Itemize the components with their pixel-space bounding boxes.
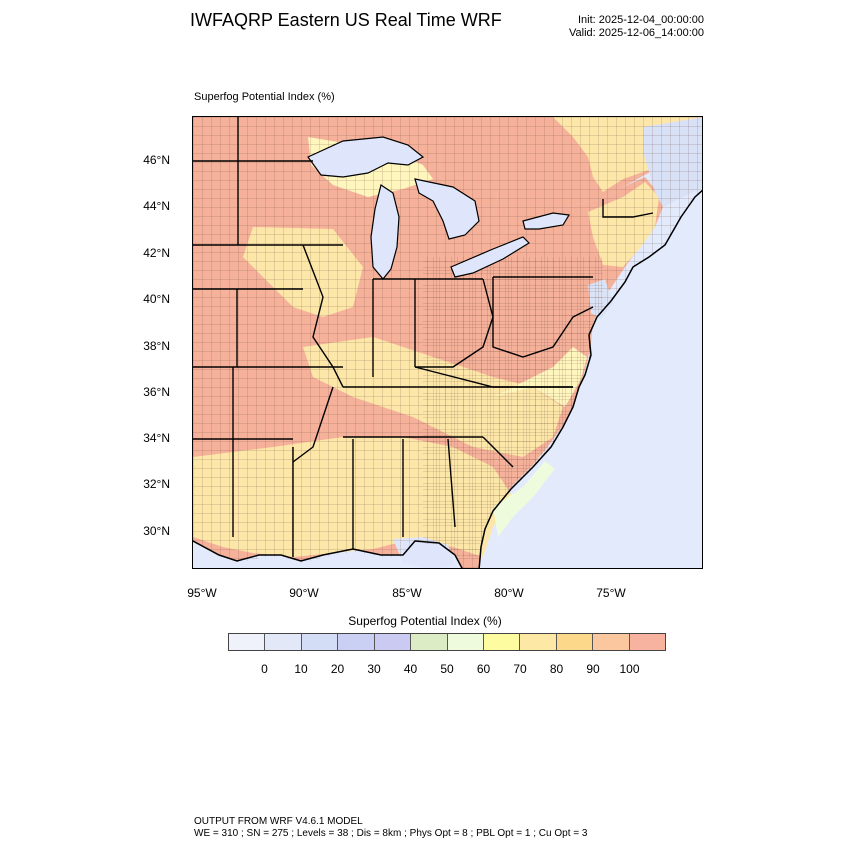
model-info-line2: WE = 310 ; SN = 275 ; Levels = 38 ; Dis … <box>194 828 588 839</box>
lon-label-85w: 85°W <box>392 586 422 600</box>
colorbar-swatch <box>411 634 448 650</box>
colorbar-tick-label: 100 <box>619 662 640 676</box>
lon-label-95w: 95°W <box>187 586 217 600</box>
lake-superior <box>307 136 425 178</box>
lat-label-42n: 42°N <box>143 246 170 260</box>
lat-label-34n: 34°N <box>143 431 170 445</box>
lake-michigan <box>370 184 400 280</box>
lon-label-90w: 90°W <box>289 586 319 600</box>
colorbar-tick-label: 50 <box>440 662 454 676</box>
init-time: Init: 2025-12-04_00:00:00 <box>578 14 704 26</box>
lake-erie <box>450 236 530 278</box>
gulf-coastline <box>193 540 463 568</box>
colorbar-swatch <box>520 634 557 650</box>
lat-label-36n: 36°N <box>143 385 170 399</box>
colorbar-swatch <box>265 634 302 650</box>
field-label: Superfog Potential Index (%) <box>194 91 335 103</box>
colorbar-swatch <box>556 634 594 650</box>
lat-label-32n: 32°N <box>143 477 170 491</box>
lat-label-38n: 38°N <box>143 339 170 353</box>
lake-ontario <box>522 212 570 230</box>
colorbar-tick-label: 10 <box>294 662 308 676</box>
state-boundaries <box>193 117 654 557</box>
lon-label-80w: 80°W <box>494 586 524 600</box>
colorbar-swatch <box>229 634 266 650</box>
colorbar-swatch <box>301 634 339 650</box>
colorbar-tick-label: 70 <box>513 662 527 676</box>
coastline <box>478 189 702 568</box>
lat-label-44n: 44°N <box>143 199 170 213</box>
lake-huron <box>414 178 480 240</box>
low-band-carolina-coast <box>493 461 555 537</box>
colorbar-swatch <box>374 634 412 650</box>
colorbar-swatch <box>447 634 484 650</box>
lat-label-30n: 30°N <box>143 524 170 538</box>
lon-label-75w: 75°W <box>596 586 626 600</box>
model-info-line1: OUTPUT FROM WRF V4.6.1 MODEL <box>194 816 363 827</box>
colorbar-tick-label: 20 <box>330 662 345 676</box>
colorbar-tick-label: 30 <box>367 662 381 676</box>
colorbar-tick-label: 60 <box>476 662 491 676</box>
colorbar-swatch <box>338 634 375 650</box>
colorbar <box>228 633 666 651</box>
colorbar-swatch <box>629 634 666 650</box>
colorbar-tick-label: 0 <box>261 662 268 676</box>
map-canvas <box>193 117 702 568</box>
lat-label-46n: 46°N <box>143 153 170 167</box>
colorbar-tick-label: 90 <box>586 662 600 676</box>
lat-label-40n: 40°N <box>143 292 170 306</box>
colorbar-tick-label: 40 <box>403 662 418 676</box>
colorbar-title: Superfog Potential Index (%) <box>348 614 502 628</box>
valid-time: Valid: 2025-12-06_14:00:00 <box>569 27 704 39</box>
colorbar-swatch <box>483 634 521 650</box>
colorbar-tick-label: 80 <box>549 662 564 676</box>
page-title: IWFAQRP Eastern US Real Time WRF <box>190 10 502 30</box>
map-panel <box>192 116 703 569</box>
colorbar-swatch <box>593 634 630 650</box>
